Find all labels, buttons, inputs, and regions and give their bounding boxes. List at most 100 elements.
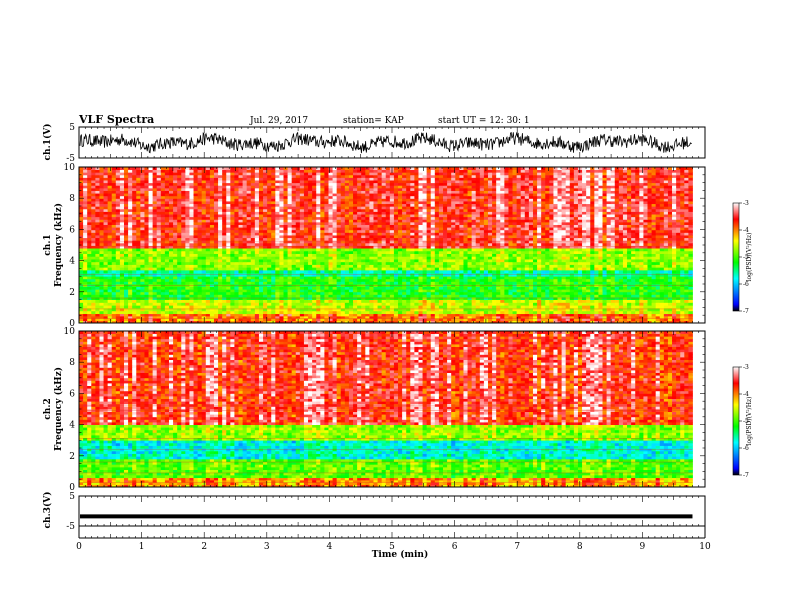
ch1-spectrogram-cell bbox=[639, 256, 644, 260]
ch1-spectrogram-cell bbox=[365, 297, 370, 300]
ch1-spectrogram-cell bbox=[541, 294, 546, 298]
ch1-spectrogram-cell bbox=[148, 310, 154, 315]
ch1-spectrogram-cell bbox=[594, 242, 599, 246]
ch1-spectrogram-cell bbox=[667, 320, 673, 324]
ch1-spectrogram-cell bbox=[524, 256, 530, 260]
ch1-spectrogram-cell bbox=[655, 313, 661, 317]
ch1-spectrogram-cell bbox=[549, 315, 554, 319]
ch1-spectrogram-cell bbox=[320, 308, 325, 312]
ch1-spectrogram-cell bbox=[516, 286, 522, 290]
ch1-spectrogram-cell bbox=[177, 291, 182, 295]
ch1-spectrogram-cell bbox=[222, 245, 227, 249]
ch1-spectrogram-cell bbox=[635, 289, 640, 293]
ch1-spectrogram-cell bbox=[275, 286, 280, 290]
ch1-spectrogram-cell bbox=[508, 237, 513, 241]
ch1-spectrogram-cell bbox=[340, 299, 346, 303]
ch1-spectrogram-cell bbox=[586, 315, 591, 319]
ch1-spectrogram-cell bbox=[614, 242, 620, 246]
ch1-spectrogram-cell bbox=[496, 250, 501, 254]
ch1-spectrogram-cell bbox=[115, 269, 121, 274]
ch1-spectrogram-cell bbox=[622, 305, 628, 309]
ch1-spectrogram-cell bbox=[430, 264, 436, 268]
ch1-spectrogram-cell bbox=[344, 242, 350, 246]
ch1-spectrogram-cell bbox=[254, 310, 260, 315]
ch1-spectrogram-cell bbox=[631, 276, 636, 280]
ch1-spectrogram-cell bbox=[373, 245, 378, 249]
ch1-spectrogram-cell bbox=[647, 276, 652, 280]
ch1-spectrogram-cell bbox=[504, 315, 509, 319]
ch1-spectrogram-cell bbox=[95, 261, 100, 265]
ch1-spectrogram-cell bbox=[659, 281, 665, 285]
ch1-spectrogram-cell bbox=[528, 297, 534, 300]
ch1-spectrogram-cell bbox=[459, 310, 464, 315]
ch1-spectrogram-cell bbox=[312, 269, 317, 274]
ch1-spectrogram-cell bbox=[451, 259, 456, 263]
ch1-spectrogram-cell bbox=[561, 302, 567, 306]
ch1-spectrogram-cell bbox=[500, 256, 505, 260]
ch1-spectrogram-cell bbox=[385, 294, 391, 298]
ch1-spectrogram-cell bbox=[565, 308, 571, 312]
ch1-spectrogram-cell bbox=[275, 259, 280, 263]
ch1-spectrogram-cell bbox=[471, 281, 477, 285]
ch1-spectrogram-cell bbox=[95, 237, 100, 241]
ch1-spectrogram-cell bbox=[316, 281, 321, 285]
ch1-spectrogram-cell bbox=[173, 259, 178, 263]
ch1-spectrogram-cell bbox=[561, 248, 567, 252]
ch1-spectrogram-cell bbox=[99, 261, 104, 265]
ch1-spectrogram-cell bbox=[610, 278, 616, 282]
ch1-spectrogram-cell bbox=[667, 250, 673, 254]
ch1-spectrogram-cell bbox=[103, 261, 109, 265]
ch1-spectrogram-cell bbox=[557, 269, 562, 274]
ch1-spectrogram-cell bbox=[275, 308, 280, 312]
ch1-spectrogram-cell bbox=[434, 245, 440, 249]
ch1-spectrogram-cell bbox=[688, 261, 693, 265]
ch1-spectrogram-cell bbox=[422, 310, 428, 315]
ch1-spectrogram-cell bbox=[209, 267, 215, 271]
ch1-spectrogram-cell bbox=[643, 302, 648, 306]
ch1-spectrogram-cell bbox=[361, 267, 366, 271]
ch1-spectrogram-cell bbox=[275, 289, 280, 293]
ch1-spectrogram-cell bbox=[598, 299, 603, 303]
ch1-spectrogram-cell bbox=[226, 291, 231, 295]
ch1-spectrogram-cell bbox=[541, 278, 546, 282]
ch1-spectrogram-cell bbox=[512, 302, 518, 306]
ch1-spectrogram-cell bbox=[267, 308, 272, 312]
ch1-spectrogram-cell bbox=[144, 261, 149, 265]
ch1-spectrogram-cell bbox=[614, 267, 620, 271]
ch1-spectrogram-cell bbox=[598, 286, 603, 290]
ch1-spectrogram-cell bbox=[250, 318, 256, 322]
ch1-spectrogram-cell bbox=[680, 297, 685, 300]
ch1-spectrogram-cell bbox=[328, 253, 333, 257]
ch1-spectrogram-cell bbox=[598, 237, 603, 241]
ch1-spectrogram-cell bbox=[250, 310, 256, 315]
ch1-spectrogram-cell bbox=[381, 264, 387, 268]
ch1-spectrogram-cell bbox=[418, 250, 423, 254]
ch1-spectrogram-cell bbox=[271, 315, 276, 319]
ch1-waveform-ytick-label: -5 bbox=[66, 154, 75, 164]
ch1-spectrogram-cell bbox=[516, 281, 522, 285]
ch1-spectrogram-cell bbox=[561, 320, 567, 324]
ch1-spectrogram-cell bbox=[132, 297, 137, 300]
ch1-spectrogram-cell bbox=[553, 242, 558, 246]
ch1-spectrogram-cell bbox=[111, 276, 117, 280]
ch1-spectrogram-cell bbox=[152, 259, 158, 263]
ch1-spectrogram-cell bbox=[500, 286, 505, 290]
ch1-spectrogram-cell bbox=[230, 253, 235, 257]
ch1-spectrogram-cell bbox=[222, 308, 227, 312]
ch1-spectrogram-cell bbox=[177, 276, 182, 280]
ch1-spectrogram-cell bbox=[303, 286, 309, 290]
ch1-spectrogram-cell bbox=[639, 261, 644, 265]
ch1-spectrogram-cell bbox=[667, 281, 673, 285]
ch1-spectrogram-cell bbox=[537, 248, 542, 252]
ch1-spectrogram-cell bbox=[402, 259, 407, 263]
ch1-spectrogram-cell bbox=[463, 248, 468, 252]
ch1-spectrogram-cell bbox=[651, 289, 657, 293]
ch1-spectrogram-cell bbox=[549, 294, 554, 298]
ch1-spectrogram-cell bbox=[635, 242, 640, 246]
ch1-spectrogram-cell bbox=[676, 315, 681, 319]
ch1-spectrogram-cell bbox=[672, 250, 677, 254]
ch1-spectrogram-cell bbox=[115, 250, 121, 254]
ch1-spectrogram-cell bbox=[561, 256, 567, 260]
ch1-spectrogram-cell bbox=[258, 237, 264, 241]
ch1-spectrogram-cell bbox=[328, 310, 333, 315]
